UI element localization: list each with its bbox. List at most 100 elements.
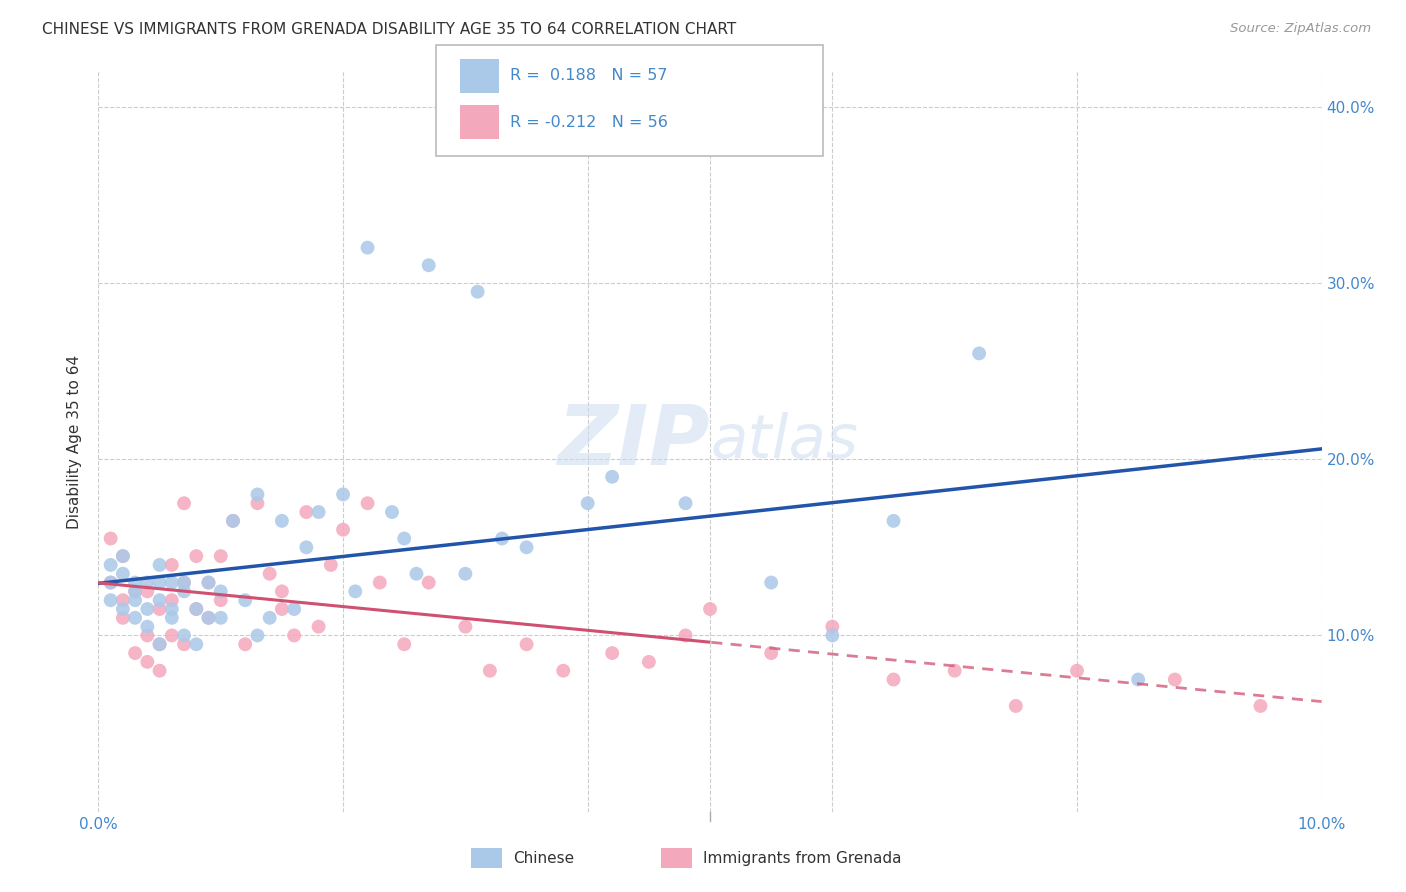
Point — [124, 646, 146, 660]
Point — [100, 575, 122, 590]
Text: R = -0.212   N = 56: R = -0.212 N = 56 — [510, 115, 668, 129]
Text: R =  0.188   N = 57: R = 0.188 N = 57 — [510, 69, 668, 83]
Point — [270, 514, 292, 528]
Point — [392, 637, 416, 651]
Point — [600, 646, 623, 660]
Point — [319, 558, 342, 572]
Point — [759, 575, 782, 590]
Point — [233, 593, 256, 607]
Text: Source: ZipAtlas.com: Source: ZipAtlas.com — [1230, 22, 1371, 36]
Point — [270, 602, 292, 616]
Point — [418, 258, 440, 272]
Point — [516, 637, 538, 651]
Text: Immigrants from Grenada: Immigrants from Grenada — [703, 851, 901, 865]
Point — [246, 628, 269, 642]
Point — [186, 602, 208, 616]
Point — [100, 593, 122, 607]
Point — [454, 619, 477, 633]
Point — [186, 549, 208, 563]
Point — [1066, 664, 1088, 678]
Point — [209, 611, 232, 625]
Text: ZIP: ZIP — [557, 401, 710, 482]
Point — [186, 637, 208, 651]
Point — [111, 549, 134, 563]
Point — [209, 549, 232, 563]
Point — [308, 505, 330, 519]
Point — [283, 602, 305, 616]
Point — [149, 637, 172, 651]
Point — [100, 532, 122, 546]
Point — [173, 496, 195, 510]
Point — [675, 496, 697, 510]
Point — [124, 584, 146, 599]
Point — [259, 611, 281, 625]
Point — [600, 470, 623, 484]
Point — [295, 541, 318, 555]
Point — [381, 505, 404, 519]
Point — [149, 637, 172, 651]
Point — [295, 505, 318, 519]
Point — [392, 532, 416, 546]
Point — [186, 602, 208, 616]
Point — [197, 575, 219, 590]
Point — [418, 575, 440, 590]
Point — [699, 602, 721, 616]
Point — [197, 611, 219, 625]
Point — [149, 593, 172, 607]
Point — [356, 496, 378, 510]
Point — [209, 593, 232, 607]
Point — [259, 566, 281, 581]
Text: CHINESE VS IMMIGRANTS FROM GRENADA DISABILITY AGE 35 TO 64 CORRELATION CHART: CHINESE VS IMMIGRANTS FROM GRENADA DISAB… — [42, 22, 737, 37]
Point — [100, 558, 122, 572]
Point — [209, 584, 232, 599]
Point — [173, 584, 195, 599]
Point — [478, 664, 501, 678]
Point — [1249, 698, 1271, 713]
Point — [454, 566, 477, 581]
Point — [368, 575, 391, 590]
Point — [111, 593, 134, 607]
Point — [222, 514, 245, 528]
Point — [136, 584, 159, 599]
Point — [149, 602, 172, 616]
Point — [160, 575, 183, 590]
Point — [173, 628, 195, 642]
Point — [246, 487, 269, 501]
Point — [516, 541, 538, 555]
Point — [149, 664, 172, 678]
Point — [160, 558, 183, 572]
Point — [197, 611, 219, 625]
Point — [149, 558, 172, 572]
Point — [233, 637, 256, 651]
Point — [173, 575, 195, 590]
Point — [160, 602, 183, 616]
Point — [576, 496, 599, 510]
Point — [1128, 673, 1150, 687]
Point — [759, 646, 782, 660]
Point — [111, 566, 134, 581]
Point — [883, 514, 905, 528]
Point — [160, 628, 183, 642]
Point — [943, 664, 966, 678]
Point — [1004, 698, 1026, 713]
Point — [491, 532, 513, 546]
Text: Chinese: Chinese — [513, 851, 574, 865]
Point — [405, 566, 427, 581]
Point — [100, 575, 122, 590]
Point — [821, 628, 844, 642]
Point — [332, 523, 354, 537]
Point — [270, 584, 292, 599]
Point — [136, 628, 159, 642]
Point — [136, 655, 159, 669]
Point — [124, 584, 146, 599]
Point — [675, 628, 697, 642]
Point — [111, 611, 134, 625]
Point — [136, 619, 159, 633]
Point — [124, 611, 146, 625]
Text: atlas: atlas — [710, 412, 858, 471]
Point — [467, 285, 489, 299]
Point — [111, 549, 134, 563]
Point — [332, 487, 354, 501]
Point — [111, 602, 134, 616]
Point — [160, 611, 183, 625]
